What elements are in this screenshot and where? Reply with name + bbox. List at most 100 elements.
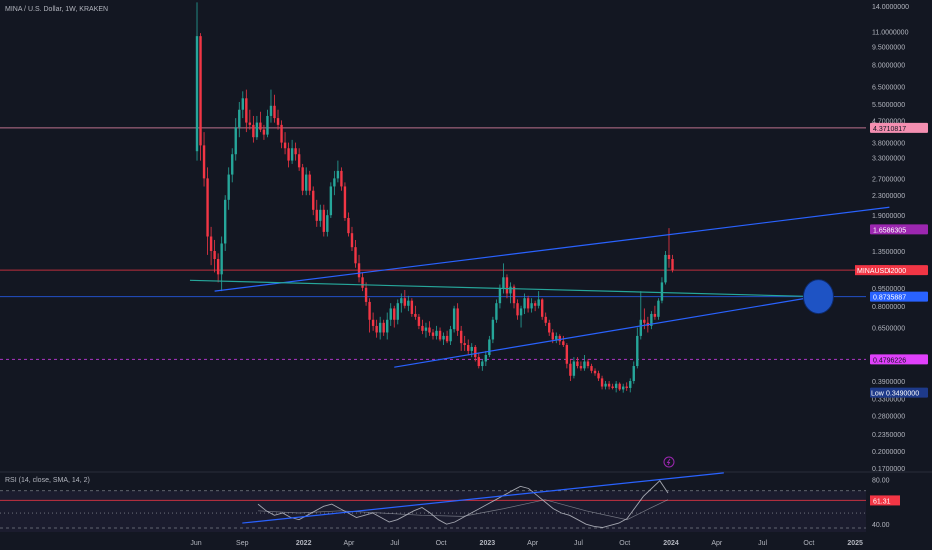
candle-body[interactable] — [312, 190, 315, 210]
candle-body[interactable] — [481, 361, 484, 367]
candle-body[interactable] — [586, 361, 590, 367]
candle-body[interactable] — [276, 118, 280, 125]
candle-body[interactable] — [438, 330, 442, 340]
candle-body[interactable] — [431, 332, 435, 336]
candle-body[interactable] — [347, 217, 350, 234]
candle-body[interactable] — [452, 308, 456, 330]
candle-body[interactable] — [308, 174, 311, 191]
candle-body[interactable] — [241, 98, 244, 110]
rsi-indicator-title[interactable]: RSI (14, close, SMA, 14, 2) — [5, 477, 90, 484]
candle-body[interactable] — [650, 313, 653, 326]
candle-body[interactable] — [364, 287, 368, 302]
candle-body[interactable] — [445, 335, 449, 342]
candle-body[interactable] — [262, 129, 266, 135]
candle-body[interactable] — [671, 259, 674, 271]
candle-body[interactable] — [505, 277, 509, 294]
candle-body[interactable] — [421, 325, 424, 331]
candle-body[interactable] — [618, 383, 621, 390]
candle-body[interactable] — [467, 345, 470, 351]
time-axis[interactable]: Jun Sep 2022 Apr Jul Oct 2023 Apr Jul Oct 2024 Apr J… — [190, 540, 863, 547]
candle-body[interactable] — [611, 386, 614, 388]
candle-body[interactable] — [660, 282, 664, 301]
candle-body[interactable] — [231, 154, 234, 175]
candle-body[interactable] — [488, 339, 491, 356]
price-pane[interactable] — [0, 2, 890, 393]
candle-body[interactable] — [498, 288, 502, 304]
candle-body[interactable] — [283, 142, 287, 149]
candle-body[interactable] — [463, 343, 466, 346]
rsi-series-rsi[interactable] — [257, 480, 669, 528]
candle-body[interactable] — [234, 127, 237, 155]
candle-body[interactable] — [653, 313, 657, 317]
candle-body[interactable] — [400, 298, 403, 304]
candle-body[interactable] — [551, 332, 554, 340]
candle-body[interactable] — [255, 122, 259, 138]
candle-body[interactable] — [206, 178, 209, 237]
candle-body[interactable] — [614, 383, 618, 388]
candle-body[interactable] — [555, 335, 558, 340]
candle-body[interactable] — [512, 286, 516, 304]
candle-body[interactable] — [414, 313, 417, 317]
candle-body[interactable] — [269, 105, 273, 116]
candle-body[interactable] — [597, 373, 600, 379]
candle-body[interactable] — [417, 316, 421, 326]
candle-body[interactable] — [495, 303, 498, 320]
candle-body[interactable] — [273, 105, 276, 119]
rsi-trendline[interactable] — [242, 472, 724, 524]
candle-body[interactable] — [509, 286, 512, 294]
candle-body[interactable] — [607, 383, 611, 387]
candle-body[interactable] — [368, 301, 371, 320]
candle-body[interactable] — [456, 308, 459, 331]
candle-body[interactable] — [484, 355, 488, 362]
candle-body[interactable] — [565, 345, 569, 364]
candle-body[interactable] — [604, 383, 607, 387]
candle-body[interactable] — [449, 329, 452, 342]
candle-body[interactable] — [435, 330, 438, 336]
candle-body[interactable] — [632, 366, 635, 382]
candle-body[interactable] — [396, 303, 399, 320]
candle-body[interactable] — [322, 209, 326, 232]
candle-body[interactable] — [216, 259, 220, 275]
candle-body[interactable] — [572, 361, 576, 376]
candle-body[interactable] — [213, 250, 216, 260]
rsi-series-sma[interactable] — [257, 499, 669, 521]
candle-body[interactable] — [403, 298, 407, 306]
candle-body[interactable] — [304, 174, 308, 191]
candle-body[interactable] — [407, 300, 410, 306]
candle-body[interactable] — [220, 243, 223, 275]
candle-body[interactable] — [378, 322, 382, 333]
candle-body[interactable] — [393, 308, 396, 320]
candle-body[interactable] — [301, 167, 304, 191]
candle-body[interactable] — [459, 330, 463, 344]
rsi-pane[interactable]: 80.00 40.00 61.31 — [0, 456, 900, 532]
candle-body[interactable] — [530, 303, 533, 309]
candle-body[interactable] — [477, 357, 480, 367]
trendline-lower-channel[interactable] — [394, 296, 814, 368]
candle-body[interactable] — [593, 370, 597, 374]
candle-body[interactable] — [199, 36, 202, 146]
candle-body[interactable] — [389, 308, 392, 320]
candle-body[interactable] — [209, 236, 213, 251]
candle-body[interactable] — [223, 199, 227, 244]
candle-body[interactable] — [502, 277, 505, 289]
candle-body[interactable] — [280, 124, 283, 143]
candle-body[interactable] — [343, 186, 347, 218]
candle-body[interactable] — [294, 148, 297, 155]
candle-body[interactable] — [326, 215, 329, 232]
candle-body[interactable] — [664, 254, 667, 283]
candle-body[interactable] — [259, 122, 262, 130]
candle-body[interactable] — [636, 335, 639, 367]
candle-body[interactable] — [361, 277, 364, 288]
candle-body[interactable] — [579, 366, 583, 369]
candle-body[interactable] — [583, 361, 586, 369]
candle-body[interactable] — [667, 254, 671, 260]
candle-body[interactable] — [629, 381, 632, 388]
candle-body[interactable] — [290, 148, 294, 161]
trendline-upper-channel[interactable] — [214, 206, 890, 292]
candle-body[interactable] — [639, 319, 643, 336]
candle-body[interactable] — [315, 209, 318, 221]
candle-body[interactable] — [576, 361, 579, 367]
candle-body[interactable] — [245, 98, 248, 123]
candle-body[interactable] — [516, 303, 519, 316]
